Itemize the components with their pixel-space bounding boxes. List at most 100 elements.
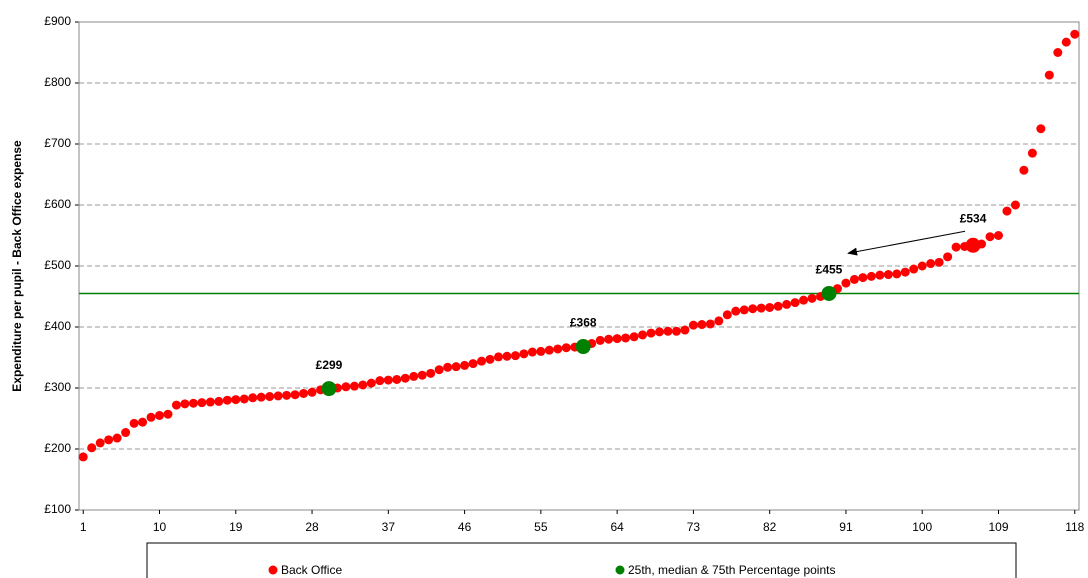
- data-point: [299, 388, 309, 398]
- data-point: [705, 319, 715, 329]
- data-point: [239, 394, 249, 404]
- data-point: [553, 344, 563, 354]
- data-point: [265, 392, 275, 402]
- data-point: [985, 232, 995, 242]
- x-tick-label: 19: [229, 520, 243, 534]
- data-point: [765, 302, 775, 312]
- data-point: [782, 299, 792, 309]
- data-point: [321, 381, 337, 397]
- data-point: [1053, 48, 1063, 57]
- data-point: [409, 371, 419, 381]
- legend-label: Back Office: [281, 563, 342, 577]
- data-point: [917, 261, 927, 271]
- data-point: [739, 305, 749, 315]
- data-point: [748, 304, 758, 314]
- data-point: [799, 295, 809, 305]
- data-point: [282, 390, 292, 400]
- data-point: [1027, 148, 1037, 158]
- annotation-label: £534: [960, 211, 987, 225]
- y-tick-label: £300: [44, 380, 71, 394]
- legend-label: 25th, median & 75th Percentage points: [628, 563, 835, 577]
- highlight-point: [965, 237, 981, 253]
- data-point: [358, 380, 368, 390]
- data-point: [714, 316, 724, 326]
- data-point: [383, 375, 393, 385]
- y-tick-label: £400: [44, 319, 71, 333]
- data-label: £299: [316, 358, 343, 372]
- data-point: [756, 303, 766, 313]
- data-point: [392, 374, 402, 384]
- data-point: [129, 418, 139, 428]
- data-point: [646, 328, 656, 338]
- data-point: [1070, 29, 1080, 39]
- data-point: [909, 264, 919, 274]
- data-point: [510, 351, 520, 361]
- data-point: [561, 343, 571, 353]
- data-point: [273, 391, 283, 401]
- annotation-arrow: [847, 230, 966, 256]
- data-point: [951, 242, 961, 252]
- y-tick-label: £500: [44, 258, 71, 272]
- data-point: [671, 326, 681, 336]
- data-label: £368: [570, 316, 597, 330]
- data-point: [180, 399, 190, 409]
- data-point: [417, 370, 427, 380]
- data-point: [1044, 70, 1054, 80]
- data-point: [883, 270, 893, 280]
- data-point: [1061, 37, 1071, 47]
- data-point: [460, 360, 470, 370]
- data-label: £455: [816, 263, 843, 277]
- data-point: [1010, 200, 1020, 210]
- data-point: [773, 301, 783, 311]
- data-point: [544, 345, 554, 355]
- y-tick-label: £600: [44, 197, 71, 211]
- legend-marker: [268, 565, 278, 575]
- data-point: [575, 339, 591, 355]
- x-tick-label: 82: [763, 520, 777, 534]
- data-point: [349, 381, 359, 391]
- x-tick-label: 28: [305, 520, 319, 534]
- x-tick-label: 100: [912, 520, 932, 534]
- x-tick-label: 1: [80, 520, 87, 534]
- data-point: [722, 310, 732, 320]
- data-point: [900, 267, 910, 277]
- data-point: [138, 417, 148, 427]
- data-point: [205, 397, 215, 407]
- data-point: [366, 378, 376, 388]
- data-point: [493, 352, 503, 362]
- data-point: [443, 362, 453, 372]
- data-point: [112, 433, 122, 443]
- data-point: [477, 356, 487, 366]
- x-tick-label: 46: [458, 520, 472, 534]
- data-point: [629, 332, 639, 342]
- data-point: [926, 259, 936, 269]
- data-point: [95, 438, 105, 448]
- data-point: [519, 349, 529, 359]
- data-point: [821, 285, 837, 301]
- x-tick-label: 64: [610, 520, 624, 534]
- data-point: [214, 396, 224, 406]
- data-point: [1036, 124, 1046, 134]
- data-point: [188, 398, 198, 408]
- data-point: [78, 452, 88, 462]
- x-tick-label: 118: [1065, 520, 1084, 534]
- data-point: [612, 334, 622, 344]
- y-tick-label: £100: [44, 502, 71, 516]
- data-point: [104, 435, 114, 445]
- data-point: [892, 269, 902, 279]
- data-point: [638, 330, 648, 340]
- data-point: [375, 376, 385, 386]
- data-point: [163, 409, 173, 419]
- data-point: [1019, 165, 1029, 175]
- data-point: [604, 334, 614, 344]
- y-tick-label: £200: [44, 441, 71, 455]
- data-point: [875, 270, 885, 280]
- y-tick-label: £900: [44, 14, 71, 28]
- data-point: [231, 395, 241, 405]
- data-point: [434, 365, 444, 375]
- data-point: [841, 278, 851, 288]
- data-point: [222, 395, 232, 405]
- data-point: [993, 231, 1003, 240]
- data-point: [290, 390, 300, 400]
